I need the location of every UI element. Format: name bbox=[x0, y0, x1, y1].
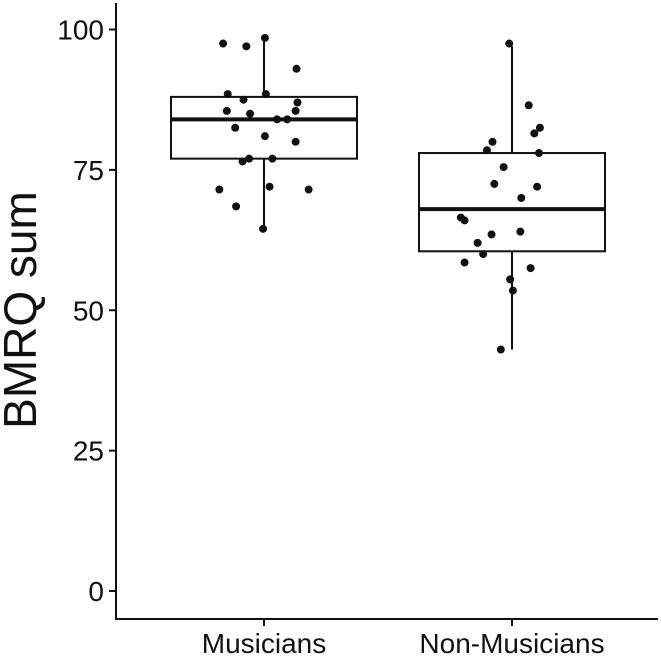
data-point bbox=[265, 182, 274, 191]
data-point bbox=[291, 137, 300, 146]
data-point bbox=[473, 238, 482, 247]
x-tick-label: Musicians bbox=[202, 628, 326, 655]
y-tick-label: 25 bbox=[73, 436, 104, 467]
y-tick-label: 50 bbox=[73, 295, 104, 326]
data-point bbox=[304, 185, 313, 194]
data-point bbox=[460, 258, 469, 267]
data-point bbox=[238, 157, 247, 166]
y-tick-label: 75 bbox=[73, 155, 104, 186]
data-point bbox=[223, 90, 232, 99]
box-group bbox=[418, 46, 606, 350]
data-point bbox=[524, 101, 533, 110]
data-point bbox=[239, 95, 248, 104]
data-point bbox=[260, 33, 269, 42]
data-point bbox=[273, 115, 282, 124]
data-point bbox=[479, 250, 488, 259]
data-point bbox=[482, 146, 491, 155]
data-point bbox=[499, 163, 508, 172]
data-point bbox=[231, 123, 240, 132]
data-point bbox=[533, 182, 542, 191]
iqr-box bbox=[170, 95, 358, 160]
data-point bbox=[283, 115, 292, 124]
data-point bbox=[246, 109, 255, 118]
data-point bbox=[222, 106, 231, 115]
data-point bbox=[242, 42, 251, 51]
data-point bbox=[232, 202, 241, 211]
data-point bbox=[215, 185, 224, 194]
data-point bbox=[259, 224, 268, 233]
y-ticks: 0 25 50 75 100 bbox=[57, 15, 116, 607]
y-axis-label: BMRQ sum bbox=[0, 191, 46, 429]
data-point bbox=[490, 179, 499, 188]
box-group bbox=[170, 40, 358, 232]
data-point bbox=[516, 227, 525, 236]
data-point bbox=[460, 216, 469, 225]
data-point bbox=[268, 154, 277, 163]
iqr-box bbox=[418, 152, 606, 253]
data-point bbox=[508, 286, 517, 295]
data-point bbox=[488, 137, 497, 146]
data-point bbox=[293, 98, 302, 107]
points-layer bbox=[215, 33, 544, 354]
data-point bbox=[219, 39, 228, 48]
data-point bbox=[535, 123, 544, 132]
boxes-layer bbox=[170, 40, 606, 350]
data-point bbox=[517, 193, 526, 202]
data-point bbox=[506, 275, 515, 284]
x-ticks: Musicians Non-Musicians bbox=[202, 619, 605, 659]
data-point bbox=[487, 230, 496, 239]
data-point bbox=[260, 132, 269, 141]
axes-layer bbox=[115, 3, 658, 620]
data-point bbox=[245, 154, 254, 163]
x-tick-label: Non-Musicians bbox=[419, 628, 604, 655]
data-point bbox=[496, 345, 505, 354]
y-tick-label: 100 bbox=[57, 15, 104, 46]
data-point bbox=[526, 264, 535, 273]
data-point bbox=[530, 129, 539, 138]
y-tick-label: 0 bbox=[88, 576, 104, 607]
data-point bbox=[292, 64, 301, 73]
data-point bbox=[261, 90, 270, 99]
data-point bbox=[291, 106, 300, 115]
data-point bbox=[505, 39, 514, 48]
data-point bbox=[534, 149, 543, 158]
